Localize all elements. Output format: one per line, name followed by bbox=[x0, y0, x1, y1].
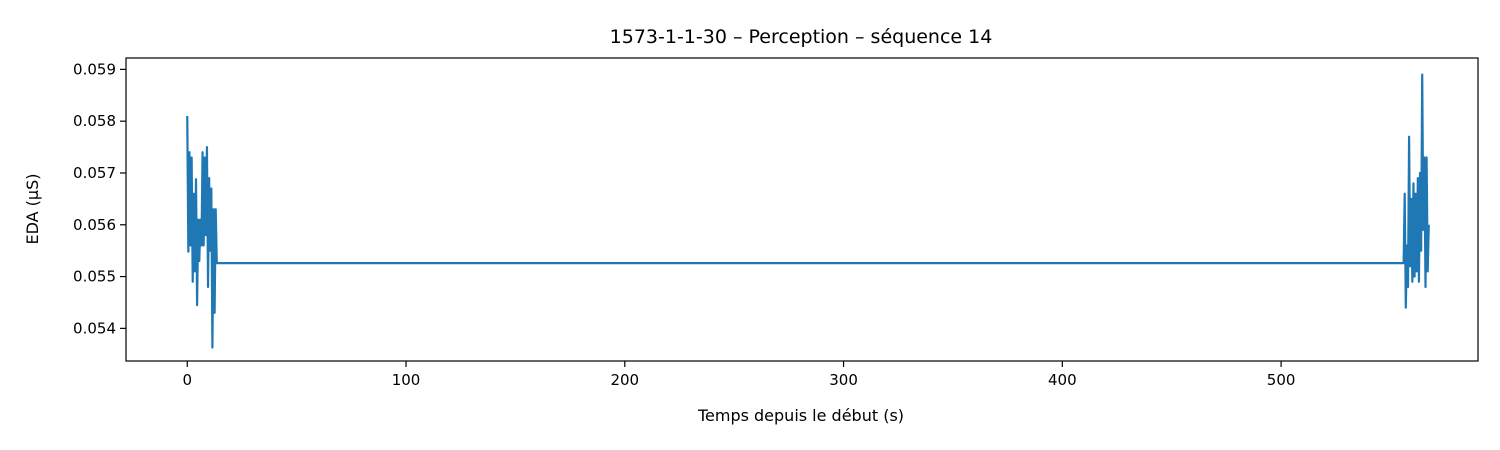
x-tick-label: 200 bbox=[610, 371, 639, 389]
x-tick-label: 500 bbox=[1267, 371, 1296, 389]
plot-area: 0 100 200 300 400 500 0.054 0.055 0.056 0.057 0.05… bbox=[73, 57, 1479, 389]
x-tick-label: 300 bbox=[829, 371, 858, 389]
y-tick-label: 0.059 bbox=[73, 60, 116, 78]
plot-frame bbox=[125, 57, 1479, 362]
y-tick-label: 0.055 bbox=[73, 268, 116, 286]
x-tick-label: 100 bbox=[392, 371, 421, 389]
y-tick-label: 0.057 bbox=[73, 164, 116, 182]
x-tick-label: 0 bbox=[182, 371, 192, 389]
y-tick-label: 0.058 bbox=[73, 112, 116, 130]
chart-title: 1573-1-1-30 – Perception – séquence 14 bbox=[610, 26, 993, 48]
x-tick-label: 400 bbox=[1048, 371, 1077, 389]
y-tick-label: 0.056 bbox=[73, 216, 116, 234]
x-axis-label: Temps depuis le début (s) bbox=[697, 406, 904, 425]
y-axis-label: EDA (µS) bbox=[23, 174, 42, 245]
y-tick-label: 0.054 bbox=[73, 319, 116, 337]
series-line-0 bbox=[186, 73, 1430, 349]
